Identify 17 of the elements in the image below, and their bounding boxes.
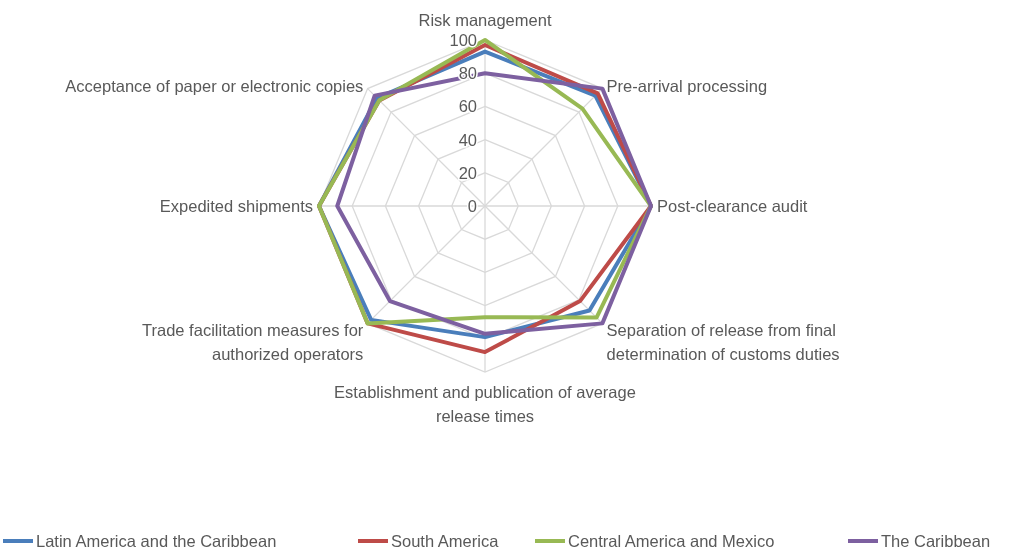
y-tick-label: 0 xyxy=(467,197,477,215)
y-tick-label: 100 xyxy=(449,31,477,49)
spoke-label: Post-clearance audit xyxy=(657,197,808,215)
legend-label: Latin America and the Caribbean xyxy=(36,532,277,550)
legend-label: The Caribbean xyxy=(881,532,991,550)
y-tick-label: 20 xyxy=(458,163,477,182)
spoke-label: Trade facilitation measures for authorized operators xyxy=(142,320,364,363)
y-tick-label: 40 xyxy=(458,130,477,149)
spoke-label: Pre-arrival processing xyxy=(606,77,768,96)
legend-label: South America xyxy=(391,532,500,550)
legend-label: Central America and Mexico xyxy=(568,532,775,550)
spoke-label: Risk management xyxy=(418,11,552,29)
spoke-label: Expedited shipments xyxy=(159,197,313,215)
spoke-label: Acceptance of paper or electronic copies xyxy=(65,77,364,96)
y-tick-label: 60 xyxy=(458,97,477,116)
spoke-label: Separation of release from final determination of customs duties xyxy=(606,320,840,363)
spoke-label: Establishment and publication of average release times xyxy=(334,383,636,425)
